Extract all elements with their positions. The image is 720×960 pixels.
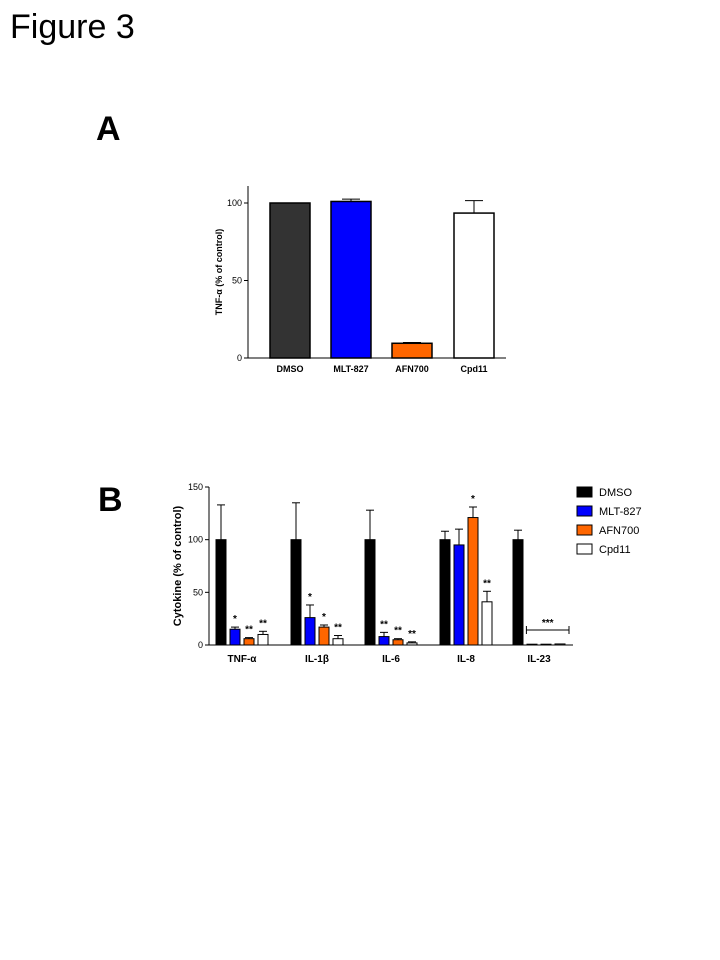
significance-il-6-mlt-827: ** — [380, 619, 388, 630]
y-axis-title-a: TNF-α (% of control) — [214, 229, 224, 316]
bar-il-23-mlt-827 — [526, 643, 538, 646]
y-tick-label-a: 100 — [227, 198, 242, 208]
significance-il-1-afn700: * — [322, 612, 326, 623]
bar-afn700 — [391, 342, 433, 359]
bar-il-1-afn700 — [318, 626, 330, 646]
x-tick-label-tnf: TNF-α — [228, 654, 258, 665]
bar-il-23-dmso — [512, 539, 524, 646]
significance-il-8-cpd11: ** — [483, 578, 491, 589]
bar-il-6-afn700 — [392, 639, 404, 646]
panel-label-a: A — [96, 110, 121, 148]
panel-label-b: B — [98, 481, 123, 519]
y-tick-label-b: 50 — [193, 587, 203, 597]
legend-label-afn700: AFN700 — [599, 525, 639, 537]
legend-swatch-cpd11 — [576, 543, 593, 555]
bar-il-6-mlt-827 — [378, 636, 390, 646]
bar-il-8-cpd11 — [481, 601, 493, 646]
bar-il-1-dmso — [290, 539, 302, 646]
legend-label-cpd11: Cpd11 — [599, 544, 631, 556]
x-tick-label-cpd11: Cpd11 — [460, 364, 487, 374]
x-tick-label-il-6: IL-6 — [382, 654, 400, 665]
bar-tnf-mlt-827 — [229, 628, 241, 646]
significance-il-8-afn700: * — [471, 494, 475, 505]
legend-swatch-dmso — [576, 486, 593, 498]
bar-mlt-827 — [330, 200, 372, 359]
legend-swatch-afn700 — [576, 524, 593, 536]
bar-il-6-cpd11 — [406, 642, 418, 646]
bar-il-1-cpd11 — [332, 638, 344, 646]
significance-il-6-afn700: ** — [394, 626, 402, 637]
bar-il-1-mlt-827 — [304, 617, 316, 646]
significance-tnf-cpd11: ** — [259, 618, 267, 629]
y-tick-label-a: 0 — [237, 353, 242, 363]
legend-label-dmso: DMSO — [599, 487, 632, 499]
figure-title: Figure 3 — [10, 8, 135, 46]
y-axis-title-b: Cytokine (% of control) — [172, 505, 184, 626]
bar-il-8-afn700 — [467, 517, 479, 646]
x-tick-label-il-1: IL-1β — [305, 654, 329, 665]
y-tick-label-b: 100 — [188, 535, 203, 545]
bar-il-6-dmso — [364, 539, 376, 646]
bar-il-8-mlt-827 — [453, 544, 465, 646]
chart-panel-a: 0 50 100 TNF-α (% of control) DMSO MLT-827 AFN… — [214, 186, 506, 374]
significance-il-1-mlt-827: * — [308, 592, 312, 603]
significance-il-1-cpd11: ** — [334, 623, 342, 634]
legend-swatch-mlt-827 — [576, 505, 593, 517]
bar-tnf-dmso — [215, 539, 227, 646]
x-tick-label-il-23: IL-23 — [527, 654, 551, 665]
bar-cpd11 — [453, 212, 495, 359]
y-tick-label-b: 150 — [188, 482, 203, 492]
y-tick-label-b: 0 — [198, 640, 203, 650]
bar-tnf-cpd11 — [257, 633, 269, 646]
x-tick-label-afn700: AFN700 — [395, 364, 429, 374]
bar-il-23-cpd11 — [554, 643, 566, 646]
x-tick-label-dmso: DMSO — [277, 364, 304, 374]
legend-label-mlt-827: MLT-827 — [599, 506, 642, 518]
bar-dmso — [269, 202, 311, 359]
y-tick-label-a: 50 — [232, 276, 242, 286]
significance-tnf-afn700: ** — [245, 625, 253, 636]
significance-tnf-mlt-827: * — [233, 614, 237, 625]
significance-il-6-cpd11: ** — [408, 629, 416, 640]
significance-il-23: *** — [542, 618, 554, 629]
x-tick-label-mlt-827: MLT-827 — [333, 364, 368, 374]
bar-tnf-afn700 — [243, 638, 255, 646]
bar-il-23-afn700 — [540, 643, 552, 646]
bar-il-8-dmso — [439, 539, 451, 646]
x-tick-label-il-8: IL-8 — [457, 654, 475, 665]
